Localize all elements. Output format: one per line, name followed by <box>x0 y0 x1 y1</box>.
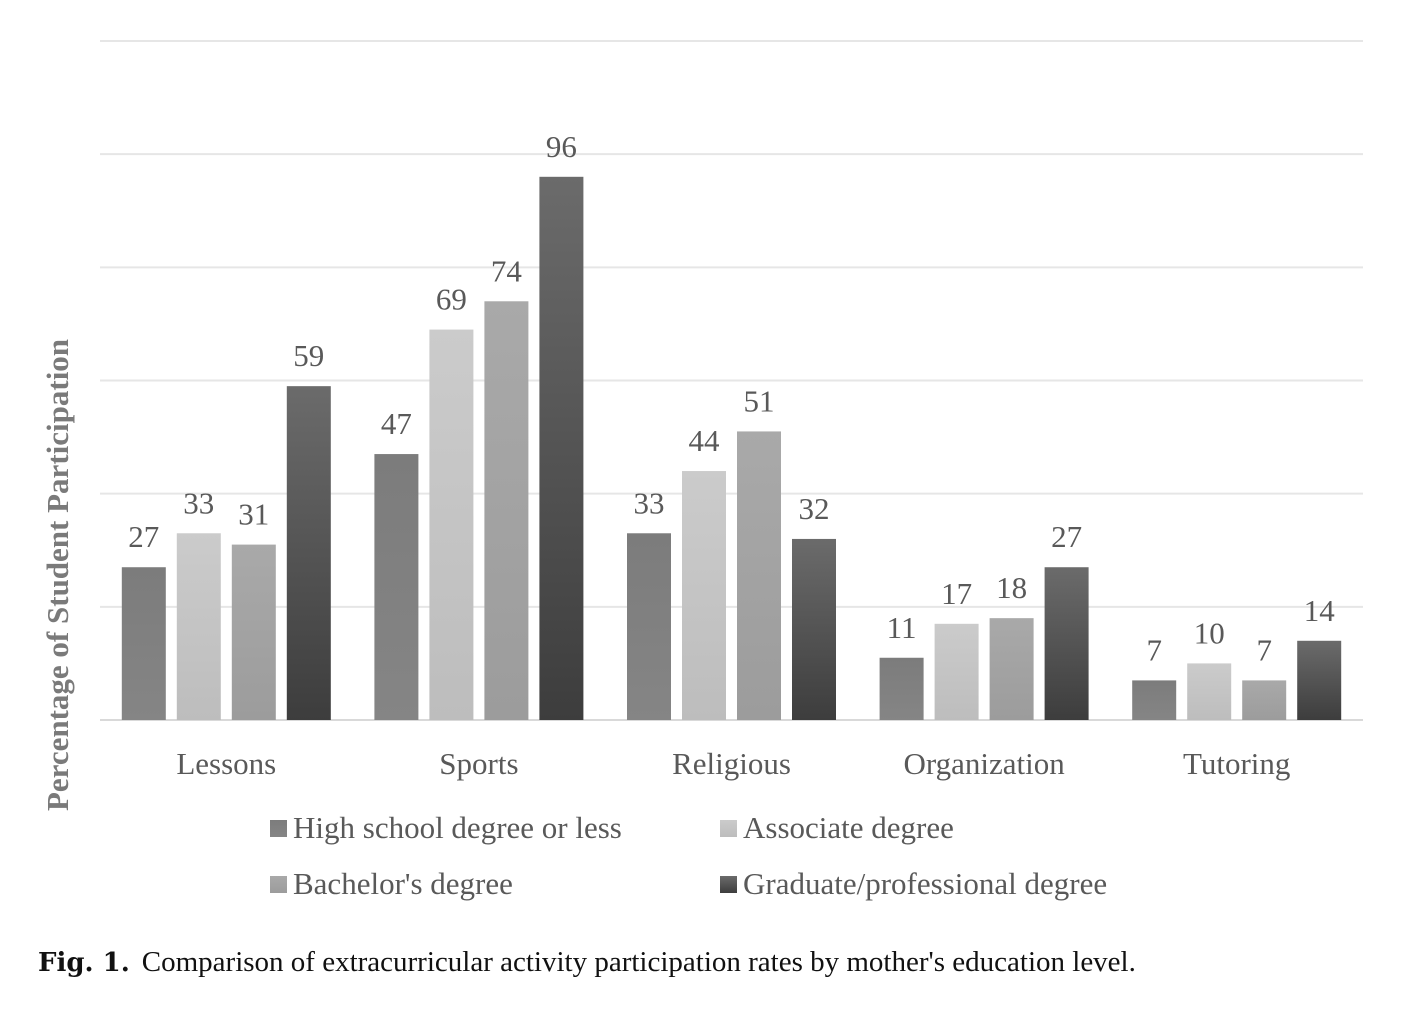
bar <box>374 454 419 720</box>
bar <box>1297 640 1342 720</box>
bars <box>121 176 1342 721</box>
data-label: 10 <box>1194 615 1225 650</box>
data-label: 17 <box>941 576 972 611</box>
x-tick-label: Organization <box>903 746 1065 781</box>
legend-swatch <box>720 875 737 893</box>
bar <box>1187 663 1232 720</box>
legend-swatch <box>270 875 287 893</box>
bar <box>176 533 221 720</box>
data-label: 47 <box>381 406 412 441</box>
data-label: 74 <box>491 253 523 288</box>
data-label: 27 <box>128 519 159 554</box>
bar <box>1242 680 1287 720</box>
figure-caption: Fig. 1. Comparison of extracurricular act… <box>38 946 1136 979</box>
data-label: 11 <box>887 610 917 645</box>
legend-label: Associate degree <box>743 810 954 845</box>
data-label: 31 <box>238 497 269 532</box>
legend-label: Bachelor's degree <box>293 866 513 901</box>
x-tick-label: Lessons <box>176 746 276 781</box>
bar <box>484 301 529 720</box>
bar <box>539 176 584 721</box>
x-tick-label: Tutoring <box>1183 746 1290 781</box>
data-label: 96 <box>546 129 577 164</box>
bar <box>1132 680 1177 720</box>
legend-label: High school degree or less <box>293 810 622 845</box>
legend-item-graduate: Graduate/professional degree <box>720 866 1107 902</box>
legend-item-high-school: High school degree or less <box>270 810 622 846</box>
data-label: 44 <box>689 423 721 458</box>
bar <box>792 538 836 720</box>
x-tick-label: Sports <box>439 746 518 781</box>
data-label: 18 <box>996 570 1027 605</box>
data-labels: 27 33 31 59 47 69 74 96 33 44 51 32 11 17 18 27 7 10 7 14 <box>128 129 1335 668</box>
bar <box>879 657 924 720</box>
x-tick-labels: Lessons Sports Religious Organization Tutori… <box>176 746 1290 781</box>
y-axis-label: Percentage of Student Participation <box>40 338 75 812</box>
data-label: 7 <box>1146 632 1162 667</box>
legend-label: Graduate/professional degree <box>743 866 1108 901</box>
data-label: 7 <box>1256 632 1272 667</box>
data-label: 51 <box>744 383 775 418</box>
legend-item-associate: Associate degree <box>720 810 954 846</box>
bar <box>286 386 331 720</box>
legend-swatch <box>270 819 287 837</box>
data-label: 14 <box>1304 593 1336 628</box>
data-label: 27 <box>1051 519 1082 554</box>
bar <box>121 567 166 720</box>
bar <box>231 544 276 720</box>
data-label: 59 <box>293 338 324 373</box>
legend-swatch <box>720 819 737 837</box>
bar <box>934 623 979 720</box>
figure-number: Fig. 1. <box>38 948 130 978</box>
bar <box>627 533 671 720</box>
data-label: 33 <box>634 485 665 520</box>
bar <box>1044 567 1089 720</box>
data-label: 69 <box>436 282 467 317</box>
bar <box>429 329 474 720</box>
bar <box>682 471 726 720</box>
bar <box>737 431 781 720</box>
caption-text: Comparison of extracurricular activity p… <box>141 946 1136 978</box>
x-tick-label: Religious <box>672 746 791 781</box>
bar <box>989 618 1034 720</box>
legend-item-bachelor: Bachelor's degree <box>270 866 513 902</box>
data-label: 33 <box>183 485 214 520</box>
data-label: 32 <box>799 491 830 526</box>
